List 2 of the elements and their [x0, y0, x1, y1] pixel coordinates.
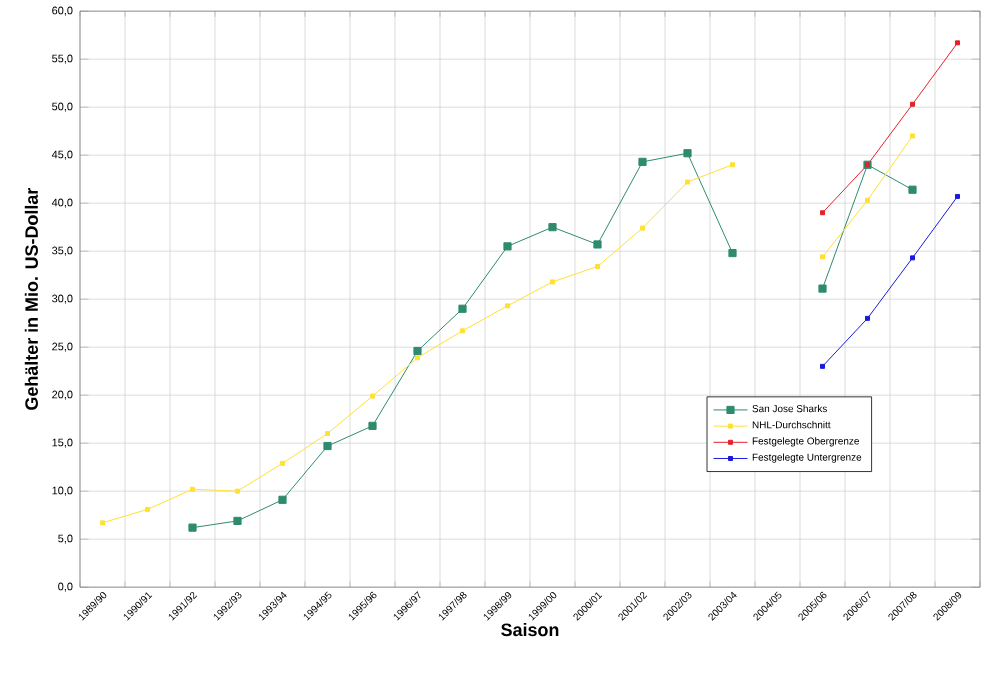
y-axis-title: Gehälter in Mio. US-Dollar — [24, 188, 38, 411]
x-axis-title: Saison — [501, 623, 559, 637]
